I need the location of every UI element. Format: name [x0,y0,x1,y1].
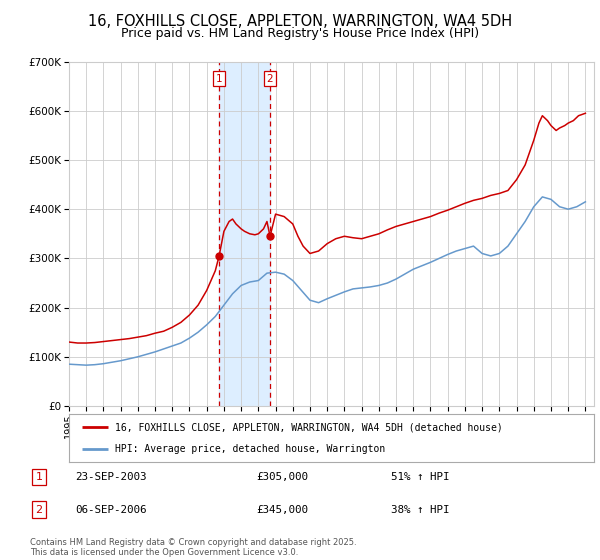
Text: 06-SEP-2006: 06-SEP-2006 [75,505,147,515]
Text: 2: 2 [267,74,274,83]
Text: 16, FOXHILLS CLOSE, APPLETON, WARRINGTON, WA4 5DH (detached house): 16, FOXHILLS CLOSE, APPLETON, WARRINGTON… [115,422,503,432]
Text: 38% ↑ HPI: 38% ↑ HPI [391,505,449,515]
Text: HPI: Average price, detached house, Warrington: HPI: Average price, detached house, Warr… [115,444,385,454]
Text: 51% ↑ HPI: 51% ↑ HPI [391,472,449,482]
Text: 16, FOXHILLS CLOSE, APPLETON, WARRINGTON, WA4 5DH: 16, FOXHILLS CLOSE, APPLETON, WARRINGTON… [88,14,512,29]
Bar [219,62,270,406]
Text: 23-SEP-2003: 23-SEP-2003 [75,472,147,482]
Text: £305,000: £305,000 [256,472,308,482]
Text: 1: 1 [216,74,223,83]
Text: Price paid vs. HM Land Registry's House Price Index (HPI): Price paid vs. HM Land Registry's House … [121,27,479,40]
Text: £345,000: £345,000 [256,505,308,515]
Text: 1: 1 [35,472,43,482]
Text: 2: 2 [35,505,43,515]
Text: Contains HM Land Registry data © Crown copyright and database right 2025.
This d: Contains HM Land Registry data © Crown c… [30,538,356,557]
